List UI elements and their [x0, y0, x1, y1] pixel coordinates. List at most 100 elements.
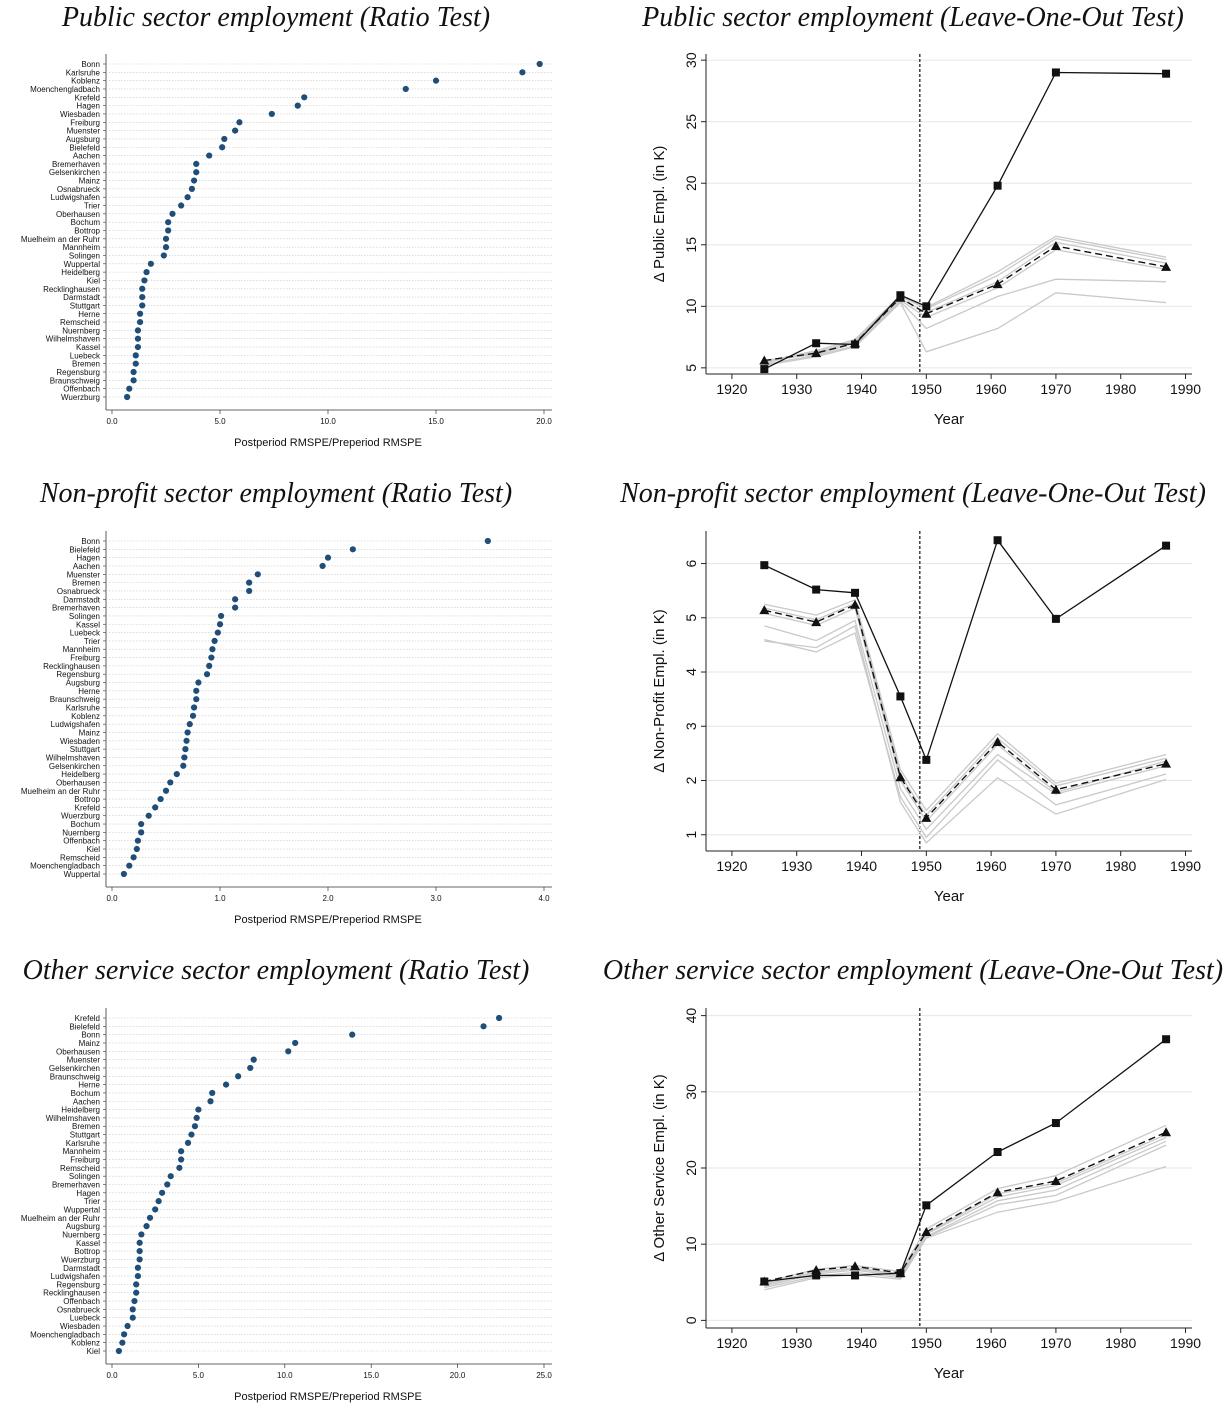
city-label: Moenchengladbach: [30, 862, 100, 871]
city-label: Mainz: [79, 1039, 100, 1048]
ratio-point: [191, 1123, 199, 1130]
city-label: Krefeld: [75, 1014, 100, 1023]
city-label: Aachen: [73, 152, 100, 161]
ratio-point: [138, 829, 145, 836]
ratio-point: [152, 1206, 159, 1213]
ratio-point: [136, 318, 144, 326]
city-label: Bielefeld: [69, 545, 100, 554]
city-label: Gelsenkirchen: [49, 1064, 100, 1073]
x-tick-label: 1940: [846, 858, 877, 874]
x-tick-label: 1990: [1170, 1335, 1201, 1351]
ratio-point: [301, 94, 308, 101]
leave-one-out-line: [764, 292, 1167, 367]
x-axis-title: Postperiod RMSPE/Preperiod RMSPE: [234, 437, 422, 449]
ratio-point: [136, 310, 144, 317]
actual-marker: [993, 181, 1002, 190]
ratio-point: [176, 1164, 183, 1171]
ratio-point: [235, 1073, 242, 1080]
ratio-point: [195, 679, 202, 686]
ratio-point: [285, 1048, 292, 1055]
city-label: Mainz: [79, 728, 100, 737]
city-label: Regensburg: [56, 1280, 100, 1289]
x-tick-label: 1930: [781, 381, 812, 397]
city-label: Krefeld: [75, 93, 100, 102]
actual-marker: [1051, 1119, 1060, 1128]
ratio-point: [169, 210, 176, 217]
ratio-point: [216, 621, 224, 628]
city-label: Ludwigshafen: [51, 720, 100, 729]
leave-one-out-line: [764, 1165, 1167, 1291]
x-tick-label: 1940: [846, 381, 877, 397]
city-label: Muelheim an der Ruhr: [21, 1214, 100, 1223]
city-label: Bonn: [81, 537, 100, 546]
city-label: Trier: [84, 1197, 100, 1206]
ratio-point: [246, 579, 253, 586]
x-tick-label: 1990: [1170, 858, 1201, 874]
city-label: Hagen: [76, 554, 100, 563]
city-label: Muenster: [67, 1056, 101, 1065]
ratio-point: [232, 604, 239, 611]
ratio-point: [134, 1272, 142, 1280]
city-label: Darmstadt: [63, 1264, 101, 1273]
y-tick-label: 40: [683, 1008, 699, 1024]
city-label: Nuernberg: [62, 828, 100, 837]
synthetic-marker: [921, 308, 932, 318]
x-tick-label: 20.0: [536, 417, 552, 426]
ratio-point: [134, 343, 142, 351]
ratio-point: [152, 804, 159, 811]
city-label: Hagen: [76, 102, 100, 111]
x-tick-label: 1940: [846, 1335, 877, 1351]
ratio-point: [190, 704, 198, 711]
y-tick-label: 20: [683, 1160, 699, 1176]
y-tick-label: 5: [683, 364, 699, 372]
city-label: Trier: [84, 637, 100, 646]
city-label: Bielefeld: [69, 143, 100, 152]
ratio-point: [120, 870, 127, 878]
leave-one-out-line: [764, 602, 1167, 817]
actual-marker: [993, 536, 1002, 545]
synthetic-marker: [921, 812, 932, 822]
ratio-point: [129, 1306, 136, 1313]
ratio-point: [130, 377, 137, 384]
city-label: Bremen: [72, 360, 100, 369]
ratio-point: [136, 1248, 143, 1255]
actual-marker: [896, 1269, 905, 1278]
city-label: Bochum: [71, 1089, 101, 1098]
x-tick-label: 1920: [716, 1335, 747, 1351]
x-tick-label: 0.0: [106, 417, 118, 426]
actual-marker: [1051, 614, 1060, 623]
leave-one-out-line: [764, 1124, 1167, 1283]
city-label: Osnabrueck: [57, 587, 101, 596]
ratio-point: [186, 721, 193, 728]
synthetic-marker: [1161, 261, 1172, 271]
actual-marker: [922, 755, 931, 764]
city-label: Karlsruhe: [66, 68, 101, 77]
actual-marker: [896, 692, 905, 701]
city-label: Regensburg: [56, 368, 100, 377]
city-label: Wuerzburg: [61, 812, 100, 821]
synthetic-marker: [850, 599, 861, 609]
y-axis-title: Δ Non-Profit Empl. (in K): [651, 609, 668, 772]
city-label: Muelheim an der Ruhr: [21, 787, 100, 796]
city-label: Aachen: [73, 562, 100, 571]
city-label: Remscheid: [60, 853, 100, 862]
city-label: Recklinghausen: [43, 1289, 100, 1298]
city-label: Darmstadt: [63, 293, 101, 302]
city-label: Bonn: [81, 1031, 100, 1040]
y-tick-label: 6: [683, 559, 699, 567]
ratio-point: [349, 546, 356, 553]
ratio-point: [182, 746, 189, 753]
ratio-point: [480, 1023, 487, 1030]
ratio-point: [188, 185, 196, 192]
city-label: Koblenz: [71, 1339, 100, 1348]
city-label: Wuerzburg: [61, 393, 100, 402]
ratio-point: [136, 1256, 143, 1263]
city-label: Luebeck: [70, 629, 101, 638]
x-tick-label: 1960: [976, 858, 1007, 874]
ratio-point: [183, 737, 190, 744]
ratio-point: [189, 712, 197, 719]
x-tick-label: 1950: [911, 858, 942, 874]
actual-marker: [851, 588, 860, 597]
x-tick-label: 15.0: [363, 1371, 379, 1380]
city-label: Augsburg: [66, 679, 100, 688]
